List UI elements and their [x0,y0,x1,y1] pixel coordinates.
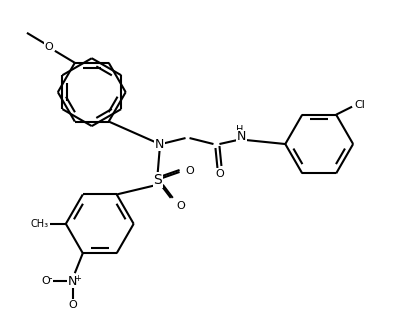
Text: O: O [45,42,53,52]
Text: O: O [185,166,194,176]
Text: O: O [176,201,185,211]
Text: O: O [42,276,50,286]
Text: S: S [153,173,162,187]
Text: O: O [176,201,185,211]
Text: Cl: Cl [355,100,365,110]
Text: N: N [68,275,77,288]
Text: +: + [75,274,81,283]
Text: N: N [237,130,246,143]
Text: O: O [185,166,194,176]
Text: O: O [216,169,225,179]
Text: N: N [237,130,246,143]
Text: Cl: Cl [355,100,365,110]
Text: O: O [42,276,50,286]
Text: H: H [236,125,243,135]
Text: N: N [68,275,77,288]
Text: O: O [69,300,77,310]
Text: O: O [45,42,53,52]
Text: CH₃: CH₃ [31,219,49,229]
Text: N: N [155,138,164,150]
Text: O: O [69,300,77,310]
Text: O: O [216,169,225,179]
Text: CH₃: CH₃ [31,219,49,229]
Text: -: - [48,273,52,283]
Text: N: N [155,138,164,150]
Text: S: S [153,173,162,187]
